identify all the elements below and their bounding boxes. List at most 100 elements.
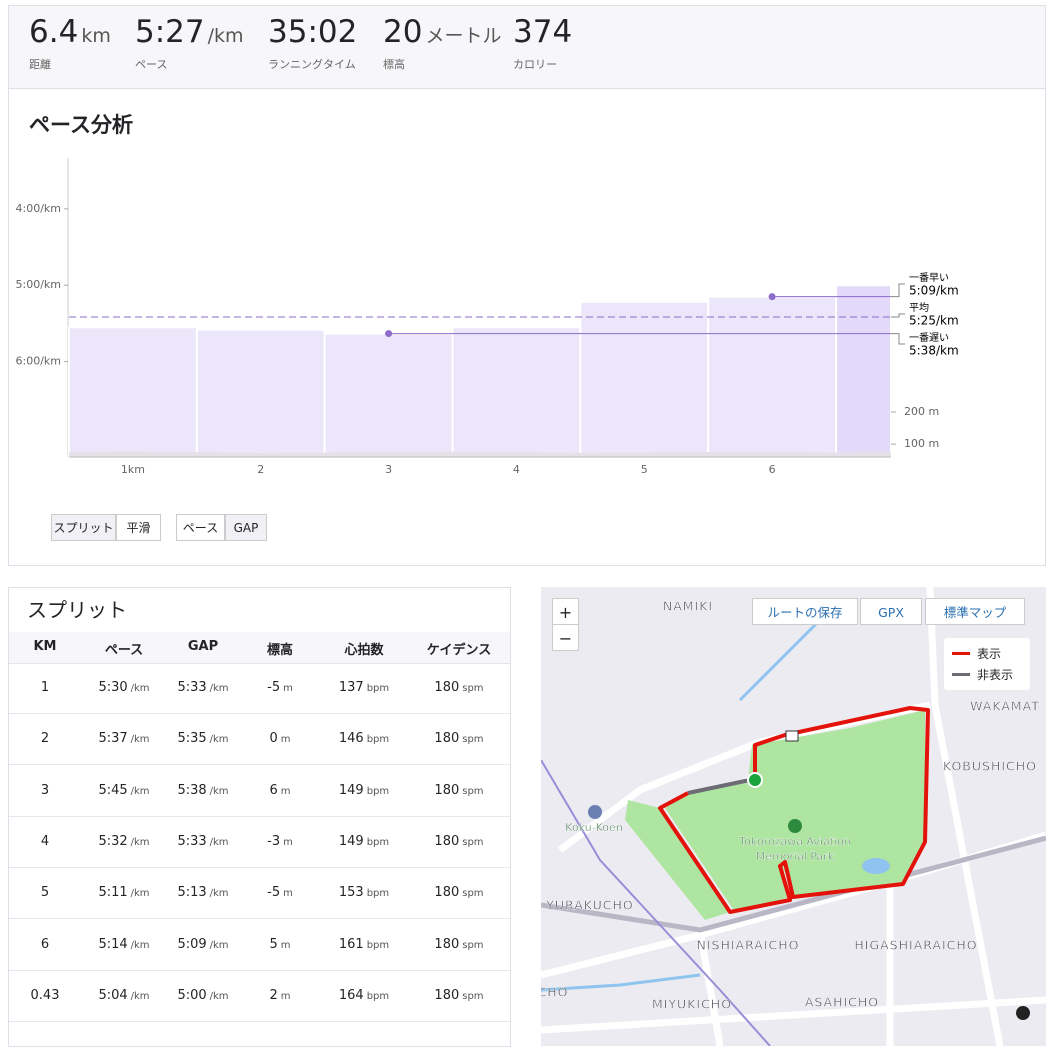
park-icon [788, 819, 802, 833]
table-cell: 180 spm [409, 988, 509, 1003]
cell-unit: /km [130, 785, 150, 797]
toggle-button[interactable]: 平滑 [116, 514, 161, 541]
cell-unit: bpm [366, 734, 390, 746]
stat-number: 6.4 [29, 14, 79, 50]
bar [195, 328, 326, 458]
table-header-bg [9, 632, 510, 664]
cell-unit: /km [209, 939, 229, 951]
cell-value: 5:45 [98, 782, 128, 798]
cell-value: 5:04 [98, 987, 128, 1003]
cell-unit: /km [130, 939, 150, 951]
legend-label: 非表示 [977, 668, 1014, 682]
cell-unit: spm [462, 836, 484, 848]
cell-value: 161 [338, 936, 364, 952]
table-cell: 5:37/km [74, 731, 174, 746]
place-label: MIYUKICHO [652, 997, 732, 1012]
place-label: NAMIKI [663, 599, 713, 614]
cell-value: 5 [40, 885, 50, 901]
place-label: Memorial Park [756, 850, 835, 863]
annotation-value: 5:38/km [909, 344, 959, 358]
zoom-in[interactable]: + [552, 598, 579, 625]
park [625, 800, 730, 920]
elevation-area [69, 451, 891, 457]
toggle-button[interactable]: GAP [225, 514, 267, 541]
y-tick-label: 4:00/km [16, 202, 62, 215]
annotation-bracket [891, 283, 905, 298]
table-cell: 4 [0, 834, 95, 849]
table-cell: 5:32/km [74, 834, 174, 849]
cell-unit: bpm [366, 888, 390, 900]
place-label: ASAHICHO [805, 995, 879, 1010]
table-cell: 180 spm [409, 937, 509, 952]
zoom-out[interactable]: − [552, 624, 579, 651]
cell-value: -5 [267, 885, 281, 901]
cell-unit: /km [130, 683, 150, 694]
y-tick-label: 5:00/km [16, 278, 62, 291]
table-cell: 5:33/km [153, 834, 253, 849]
column-header: 標高 [266, 643, 293, 658]
stat-unit: メートル [425, 25, 502, 47]
bar [323, 332, 454, 458]
annotation-bracket [891, 333, 905, 345]
stat-unit: /km [207, 25, 244, 47]
row-divider [9, 713, 510, 714]
cell-value: 5:38 [177, 782, 207, 798]
cell-unit: bpm [366, 836, 390, 848]
table-cell: 153 bpm [314, 885, 414, 900]
legend-label: 表示 [977, 647, 1002, 661]
cell-unit: m [280, 785, 291, 797]
cell-value: 5:33 [177, 680, 207, 695]
toggle-button[interactable]: スプリット [51, 514, 116, 541]
table-cell: 5:09/km [153, 937, 253, 952]
stat-label: 標高 [383, 58, 405, 71]
cell-unit: /km [209, 888, 229, 900]
cell-unit: /km [209, 785, 229, 797]
cell-unit: /km [130, 990, 150, 1002]
column-header: GAP [187, 639, 219, 654]
table-cell: 180 spm [409, 731, 509, 746]
table-cell: 6 [0, 937, 95, 952]
cell-unit: m [283, 888, 293, 900]
stat-label: ペース [135, 58, 168, 71]
cell-value: 180 [434, 731, 460, 747]
row-divider [9, 1020, 510, 1022]
cell-unit: spm [462, 785, 484, 797]
stat-number: 35:02 [268, 14, 358, 50]
stat-label: ランニングタイム [268, 58, 356, 71]
table-cell: 3 [0, 783, 95, 798]
table-cell: 180 spm [409, 885, 509, 900]
table-cell: 149 bpm [314, 834, 414, 849]
stat-value: 6.4 km [29, 14, 111, 50]
cell-value: 5:00 [177, 987, 207, 1003]
pond [862, 858, 890, 874]
info-icon[interactable] [1016, 1006, 1030, 1020]
table-cell: 146 bpm [314, 731, 414, 746]
place-label: HIGASHIARAICHO [854, 938, 977, 953]
toggle-button[interactable]: ペース [176, 514, 225, 541]
place-label: CHO [541, 985, 568, 1000]
table-cell: 5:38/km [153, 783, 253, 798]
cell-value: 1 [40, 680, 50, 695]
cell-value: 5:37 [98, 731, 128, 747]
annotation-bracket [891, 313, 905, 318]
cell-unit: /km [209, 836, 229, 848]
table-cell: 5:35/km [153, 731, 253, 746]
annotation-label: 一番遅い [909, 332, 949, 344]
cell-value: 180 [434, 885, 460, 901]
splits-title: スプリット [27, 598, 127, 622]
cell-unit: spm [462, 683, 484, 694]
cell-unit: m [280, 734, 291, 746]
map-toolbar-button[interactable]: 標準マップ [925, 598, 1025, 625]
stat-number: 374 [513, 14, 573, 50]
legend-swatch [952, 673, 970, 676]
cell-value: 0.43 [30, 987, 60, 1003]
row-divider [9, 918, 510, 920]
start-marker [747, 772, 763, 788]
x-tick-label: 6 [769, 463, 776, 476]
map-toolbar-button[interactable]: GPX [860, 598, 922, 625]
annotation-value: 5:09/km [909, 284, 959, 298]
map-toolbar-button[interactable]: ルートの保存 [752, 598, 858, 625]
cell-unit: /km [130, 888, 150, 900]
